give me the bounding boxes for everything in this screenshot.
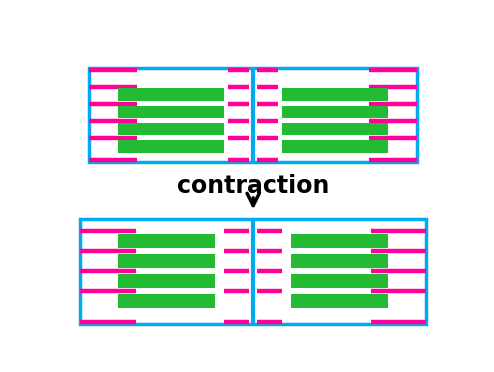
Text: contraction: contraction [177, 174, 329, 198]
Bar [119, 274, 215, 288]
Bar [119, 294, 215, 308]
Bar [89, 68, 417, 162]
Bar [291, 294, 388, 308]
Bar [291, 234, 388, 248]
Bar [119, 106, 224, 118]
Bar [282, 140, 388, 153]
Bar [282, 106, 388, 118]
Bar [282, 89, 388, 101]
Bar [119, 89, 224, 101]
Bar [282, 123, 388, 135]
Bar [291, 274, 388, 288]
Bar [291, 254, 388, 268]
Bar [119, 234, 215, 248]
Bar [119, 254, 215, 268]
Bar [80, 219, 426, 324]
Bar [119, 140, 224, 153]
Bar [119, 123, 224, 135]
